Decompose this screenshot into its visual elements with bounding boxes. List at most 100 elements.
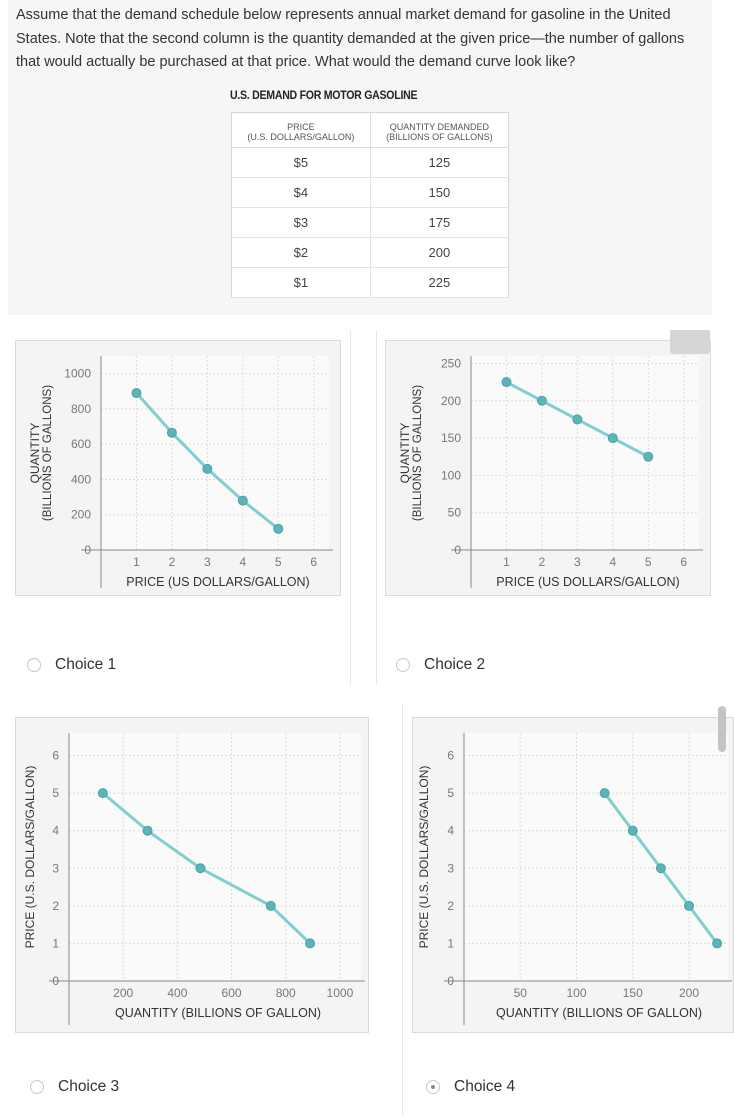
x-tick-label: 1 [503,555,510,569]
choice-3-chart[interactable]: 200 400 600 800 1000 1 2 3 4 5 6 0 QUANTITY (BILLION… [15,717,369,1033]
y-tick-label: 200 [441,394,461,408]
x-tick-label: 200 [113,986,133,1000]
data-point [166,427,177,438]
x-tick-label: 4 [239,555,246,569]
x-tick-label: 3 [204,555,211,569]
data-point [599,788,610,799]
x-tick-label: 6 [680,555,687,569]
y-tick-label: 50 [448,506,462,520]
y-tick-label: 2 [52,899,59,913]
y-tick-label: 200 [71,508,91,522]
y-tick-label: 800 [71,402,91,416]
y-axis-label: QUANTITY [28,423,42,484]
price-column-header: PRICE (U.S. DOLLARS/GALLON) [231,112,371,148]
price-cell: $5 [231,147,371,178]
choice-1-label: Choice 1 [55,656,117,673]
choice-1-option[interactable]: Choice 1 [27,656,116,674]
choice-1-radio[interactable] [27,658,41,672]
y-tick-label: 1000 [64,367,91,381]
table-row: $2 200 [231,237,509,268]
y-tick-label: 100 [441,468,461,482]
price-cell: $4 [231,177,371,208]
y-tick-label: 150 [441,431,461,445]
choice-1-chart[interactable]: 1 2 3 4 5 6 200 400 600 800 1000 0 PRICE (US DOLLARS… [15,340,341,596]
choice-4-chart[interactable]: 501001502002501234560QUANTITY (BILLIONS … [412,717,734,1033]
x-tick-label: 400 [167,986,187,1000]
data-point [273,523,284,534]
data-point [536,395,547,406]
price-header-line2: (U.S. DOLLARS/GALLON) [247,132,355,142]
x-tick-label: 1 [133,555,140,569]
data-point [131,388,142,399]
choice-3-radio[interactable] [30,1080,44,1094]
question-text: Assume that the demand schedule below re… [16,7,685,70]
quantity-header-line2: (BILLIONS OF GALLONS) [386,132,493,142]
y-tick-label: 1 [52,936,59,950]
choice-2-option[interactable]: Choice 2 [396,656,485,674]
origin-label: 0 [454,543,461,557]
data-point [265,900,276,911]
quantity-cell: 150 [370,177,509,208]
y-tick-label: 2 [447,899,454,913]
x-tick-label: 6 [310,555,317,569]
choice-3-label: Choice 3 [58,1078,120,1095]
x-axis-label: QUANTITY (BILLIONS OF GALLON) [115,1006,321,1020]
y-axis-label-line2: (BILLIONS OF GALLONS) [412,385,424,521]
y-tick-label: 5 [447,786,454,800]
y-tick-label: 250 [441,356,461,370]
x-tick-label: 1000 [327,986,354,1000]
quantity-cell: 225 [370,267,509,298]
x-tick-label: 5 [275,555,282,569]
choice-divider [402,705,403,1115]
plot-area [101,356,329,550]
y-tick-label: 4 [52,824,59,838]
x-tick-label: 100 [566,986,586,1000]
table-row: $3 175 [231,207,509,238]
x-axis-label: PRICE (US DOLLARS/GALLON) [496,575,679,589]
table-title: U.S. DEMAND FOR MOTOR GASOLINE [230,88,418,102]
data-point [712,938,723,949]
price-cell: $3 [231,207,371,238]
data-point [627,825,638,836]
table-row: $4 150 [231,177,509,208]
y-tick-label: 5 [52,786,59,800]
table-row: $5 125 [231,147,509,178]
y-tick-label: 4 [447,824,454,838]
y-tick-label: 6 [447,749,454,763]
y-tick-label: 1 [447,936,454,950]
price-cell: $2 [231,237,371,268]
scrollbar-thumb[interactable] [718,706,726,752]
x-axis-label: QUANTITY (BILLIONS OF GALLON) [496,1006,702,1020]
choice-4-option[interactable]: Choice 4 [426,1078,515,1096]
data-point [195,863,206,874]
choice-divider [376,330,377,685]
y-axis-label: QUANTITY [398,423,412,484]
choice-2-chart[interactable]: 1 2 3 4 5 6 50 100 150 200 250 0 PRICE (US DOLLARS/G… [385,340,711,596]
y-tick-label: 600 [71,437,91,451]
choice-4-radio[interactable] [426,1080,440,1094]
choice-2-label: Choice 2 [424,656,486,673]
y-tick-label: 6 [52,749,59,763]
y-tick-label: 3 [52,861,59,875]
x-axis-label: PRICE (US DOLLARS/GALLON) [126,575,309,589]
choice-2-radio[interactable] [396,658,410,672]
x-tick-label: 2 [539,555,546,569]
y-tick-label: 3 [447,861,454,875]
choice-3-option[interactable]: Choice 3 [30,1078,119,1096]
y-axis-label-line2: (BILLIONS OF GALLONS) [42,385,54,521]
x-tick-label: 150 [623,986,643,1000]
origin-label: 0 [84,543,91,557]
origin-label: 0 [52,974,59,988]
plot-area [464,733,728,981]
x-tick-label: 3 [574,555,581,569]
quantity-cell: 200 [370,237,509,268]
data-point [572,414,583,425]
x-tick-label: 800 [276,986,296,1000]
x-tick-label: 5 [645,555,652,569]
help-tab[interactable] [670,330,710,354]
x-tick-label: 600 [222,986,242,1000]
choice-divider [350,330,351,685]
question-panel: Assume that the demand schedule below re… [8,0,712,315]
quantity-column-header: QUANTITY DEMANDED (BILLIONS OF GALLONS) [370,112,509,148]
data-point [684,900,694,911]
